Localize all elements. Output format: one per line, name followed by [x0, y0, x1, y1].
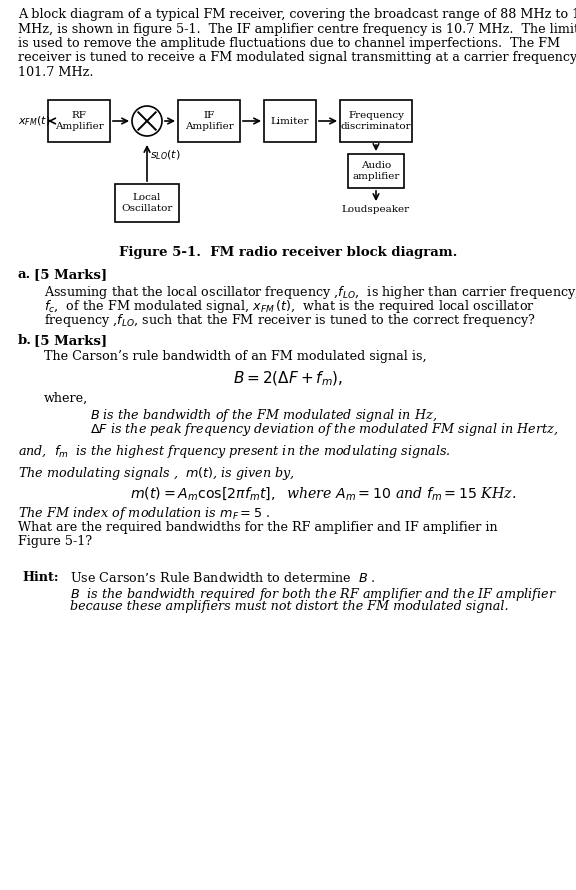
Text: $s_{LO}(t)$: $s_{LO}(t)$: [150, 148, 181, 162]
Text: The FM index of modulation is $m_F = 5$ .: The FM index of modulation is $m_F = 5$ …: [18, 505, 270, 522]
Text: [5 Marks]: [5 Marks]: [34, 268, 107, 281]
Text: receiver is tuned to receive a FM modulated signal transmitting at a carrier fre: receiver is tuned to receive a FM modula…: [18, 52, 576, 64]
Text: RF: RF: [71, 111, 86, 120]
Text: Hint:: Hint:: [22, 571, 59, 584]
Text: Use Carson’s Rule Bandwidth to determine  $B$ .: Use Carson’s Rule Bandwidth to determine…: [70, 571, 376, 585]
Bar: [340, 100, 412, 142]
Text: Frequency: Frequency: [348, 111, 404, 120]
Text: Assuming that the local oscillator frequency ,$f_{LO}$,  is higher than carrier : Assuming that the local oscillator frequ…: [44, 284, 576, 301]
Text: Local: Local: [133, 193, 161, 202]
Text: discriminator: discriminator: [340, 122, 411, 131]
Text: 101.7 MHz.: 101.7 MHz.: [18, 66, 93, 79]
Text: $f_c$,  of the FM modulated signal, $x_{FM}\,(t)$,  what is the required local o: $f_c$, of the FM modulated signal, $x_{F…: [44, 298, 535, 315]
Circle shape: [132, 106, 162, 136]
Bar: [48, 100, 110, 142]
Text: Amplifier: Amplifier: [55, 122, 103, 131]
Text: $x_{FM}(t)$: $x_{FM}(t)$: [18, 114, 51, 128]
Text: Figure 5-1.  FM radio receiver block diagram.: Figure 5-1. FM radio receiver block diag…: [119, 246, 457, 259]
Text: What are the required bandwidths for the RF amplifier and IF amplifier in: What are the required bandwidths for the…: [18, 521, 498, 534]
Text: Figure 5-1?: Figure 5-1?: [18, 535, 92, 548]
Text: Limiter: Limiter: [271, 117, 309, 125]
Text: and,  $f_m$  is the highest frquency present in the modulating signals.: and, $f_m$ is the highest frquency prese…: [18, 443, 451, 460]
Text: Amplifier: Amplifier: [185, 122, 233, 131]
Text: $\Delta F$ is the peak frequency deviation of the modulated FM signal in Hertz,: $\Delta F$ is the peak frequency deviati…: [90, 421, 558, 438]
Text: frequency ,$f_{LO}$, such that the FM receiver is tuned to the correct frequency: frequency ,$f_{LO}$, such that the FM re…: [44, 312, 536, 329]
Text: where,: where,: [44, 392, 88, 405]
Text: IF: IF: [203, 111, 215, 120]
Text: Loudspeaker: Loudspeaker: [342, 205, 410, 214]
Text: a.: a.: [18, 268, 31, 281]
Text: Oscillator: Oscillator: [122, 204, 173, 213]
Text: amplifier: amplifier: [353, 172, 400, 181]
Text: $B$ is the bandwidth of the FM modulated signal in Hz,: $B$ is the bandwidth of the FM modulated…: [90, 407, 437, 424]
Bar: [178, 100, 240, 142]
Text: $m(t) = A_m\cos[2\pi f_m t],$  where $A_m = 10$ and $f_m = 15$ KHz.: $m(t) = A_m\cos[2\pi f_m t],$ where $A_m…: [130, 485, 517, 502]
Text: [5 Marks]: [5 Marks]: [34, 334, 107, 347]
Text: A block diagram of a typical FM receiver, covering the broadcast range of 88 MHz: A block diagram of a typical FM receiver…: [18, 8, 576, 21]
Text: b.: b.: [18, 334, 32, 347]
Text: The modulating signals ,  $m(t)$, is given by,: The modulating signals , $m(t)$, is give…: [18, 465, 295, 482]
Text: because these amplifiers must not distort the FM modulated signal.: because these amplifiers must not distor…: [70, 600, 509, 613]
Text: MHz, is shown in figure 5-1.  The IF amplifier centre frequency is 10.7 MHz.  Th: MHz, is shown in figure 5-1. The IF ampl…: [18, 22, 576, 36]
Text: Audio: Audio: [361, 161, 391, 170]
Bar: [115, 184, 179, 222]
Text: is used to remove the amplitude fluctuations due to channel imperfections.  The : is used to remove the amplitude fluctuat…: [18, 37, 560, 50]
Bar: [348, 154, 404, 188]
Text: $B = 2(\Delta F + f_m),$: $B = 2(\Delta F + f_m),$: [233, 370, 343, 388]
Bar: [264, 100, 316, 142]
Text: The Carson’s rule bandwidth of an FM modulated signal is,: The Carson’s rule bandwidth of an FM mod…: [44, 350, 427, 363]
Text: $B$  is the bandwidth required for both the RF amplifier and the IF amplifier: $B$ is the bandwidth required for both t…: [70, 586, 557, 603]
